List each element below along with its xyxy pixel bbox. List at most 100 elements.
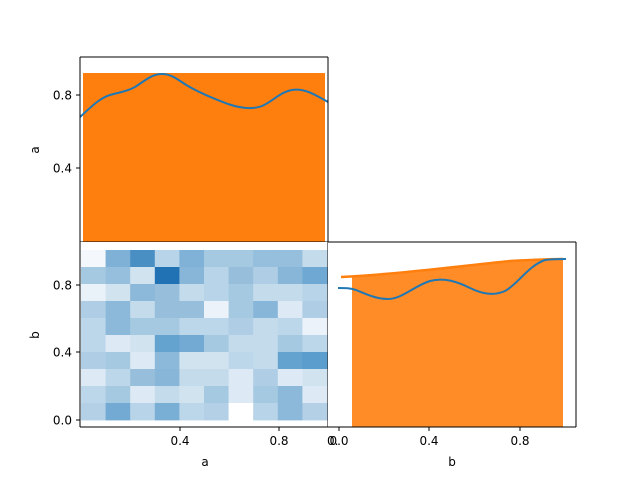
heatmap-cell (130, 352, 156, 370)
heatmap-cell (228, 301, 254, 319)
heatmap-cell (277, 369, 303, 387)
heatmap-cell (277, 386, 303, 404)
heatmap-cell (228, 403, 254, 421)
heatmap-cell (130, 267, 156, 285)
heatmap-cell (277, 250, 303, 268)
heatmap-cell (179, 335, 205, 353)
histogram-bar (83, 73, 325, 242)
heatmap-cell (179, 386, 205, 404)
heatmap-cell (130, 335, 156, 353)
heatmap-cell (204, 250, 229, 268)
panel-top-left: 0.8 0.4 a (28, 56, 329, 243)
heatmap-cell (228, 386, 254, 404)
heatmap-cell (302, 352, 328, 370)
heatmap-cell (154, 301, 180, 319)
heatmap-cell (253, 318, 279, 336)
heatmap-cell (105, 250, 131, 268)
heatmap-cell (154, 386, 180, 404)
heatmap-cell (228, 284, 254, 302)
heatmap-cell (130, 301, 156, 319)
heatmap-cell (228, 335, 254, 353)
heatmap-cell (105, 267, 131, 285)
panel-bottom-left: 0.8 0.4 0.0 0.4 0.8 0. a b (28, 242, 338, 469)
heatmap-cell (302, 250, 328, 268)
heatmap-cell (253, 352, 279, 370)
heatmap-cell (105, 301, 131, 319)
heatmap-cell (302, 369, 328, 387)
ytick-label: 0.8 (53, 89, 72, 103)
area-fill-left (352, 272, 416, 427)
ytick-label: 0.8 (53, 279, 72, 293)
heatmap-cell (130, 250, 156, 268)
heatmap-cell (277, 352, 303, 370)
heatmap-cell (204, 318, 229, 336)
heatmap-cell (130, 403, 156, 421)
ytick-label: 0.0 (53, 414, 72, 428)
heatmap-cell (228, 369, 254, 387)
heatmap-cell (179, 267, 205, 285)
heatmap-cell (228, 250, 254, 268)
heatmap-cell (253, 386, 279, 404)
heatmap-cell (81, 267, 106, 285)
heatmap-cell (105, 352, 131, 370)
heatmap-cell (204, 267, 229, 285)
heatmap-cell (204, 403, 229, 421)
y-axis-label: b (28, 331, 42, 339)
heatmap-cell (81, 369, 106, 387)
heatmap-cell (81, 284, 106, 302)
xtick-label: 0.0 (329, 434, 348, 448)
heatmap-cell (302, 386, 328, 404)
heatmap-cell (302, 318, 328, 336)
heatmap-cell (81, 352, 106, 370)
heatmap-cell (277, 267, 303, 285)
xtick-label: 0. (327, 434, 338, 448)
heatmap-cell (179, 352, 205, 370)
heatmap-cell (105, 403, 131, 421)
ytick-label: 0.4 (53, 162, 72, 176)
heatmap-cell (302, 403, 328, 421)
heatmap-cell (228, 318, 254, 336)
heatmap-cell (204, 386, 229, 404)
heatmap-cell (277, 284, 303, 302)
heatmap-cell (228, 352, 254, 370)
heatmap-cell (179, 403, 205, 421)
area-fill-right (416, 259, 563, 427)
heatmap-cell (228, 267, 254, 285)
heatmap-cell (302, 284, 328, 302)
heatmap-cell (154, 403, 180, 421)
heatmap-cell (130, 318, 156, 336)
heatmap-cell (105, 335, 131, 353)
heatmap-cell (130, 369, 156, 387)
heatmap-cell (179, 318, 205, 336)
heatmap-cell (179, 301, 205, 319)
heatmap-cell (105, 284, 131, 302)
heatmap-cell (81, 403, 106, 421)
heatmap-cell (179, 369, 205, 387)
heatmap-cell (154, 335, 180, 353)
heatmap-cell (302, 335, 328, 353)
heatmap-cell (154, 318, 180, 336)
heatmap-cell (277, 301, 303, 319)
xtick-label: 0.8 (510, 434, 529, 448)
heatmap-grid (81, 250, 328, 421)
heatmap-cell (105, 369, 131, 387)
heatmap-cell (277, 403, 303, 421)
heatmap-cell (253, 301, 279, 319)
heatmap-cell (130, 284, 156, 302)
x-axis-label: a (201, 455, 208, 469)
heatmap-cell (105, 318, 131, 336)
heatmap-cell (253, 403, 279, 421)
xtick-label: 0.4 (419, 434, 438, 448)
heatmap-cell (204, 284, 229, 302)
area-top-edge (340, 257, 564, 279)
heatmap-cell (277, 335, 303, 353)
heatmap-cell (179, 250, 205, 268)
heatmap-cell (105, 386, 131, 404)
heatmap-cell (81, 318, 106, 336)
heatmap-cell (204, 352, 229, 370)
heatmap-cell (302, 267, 328, 285)
heatmap-cell (179, 284, 205, 302)
panel-bottom-right: 0.0 0.4 0.8 b (328, 241, 577, 469)
heatmap-cell (154, 369, 180, 387)
